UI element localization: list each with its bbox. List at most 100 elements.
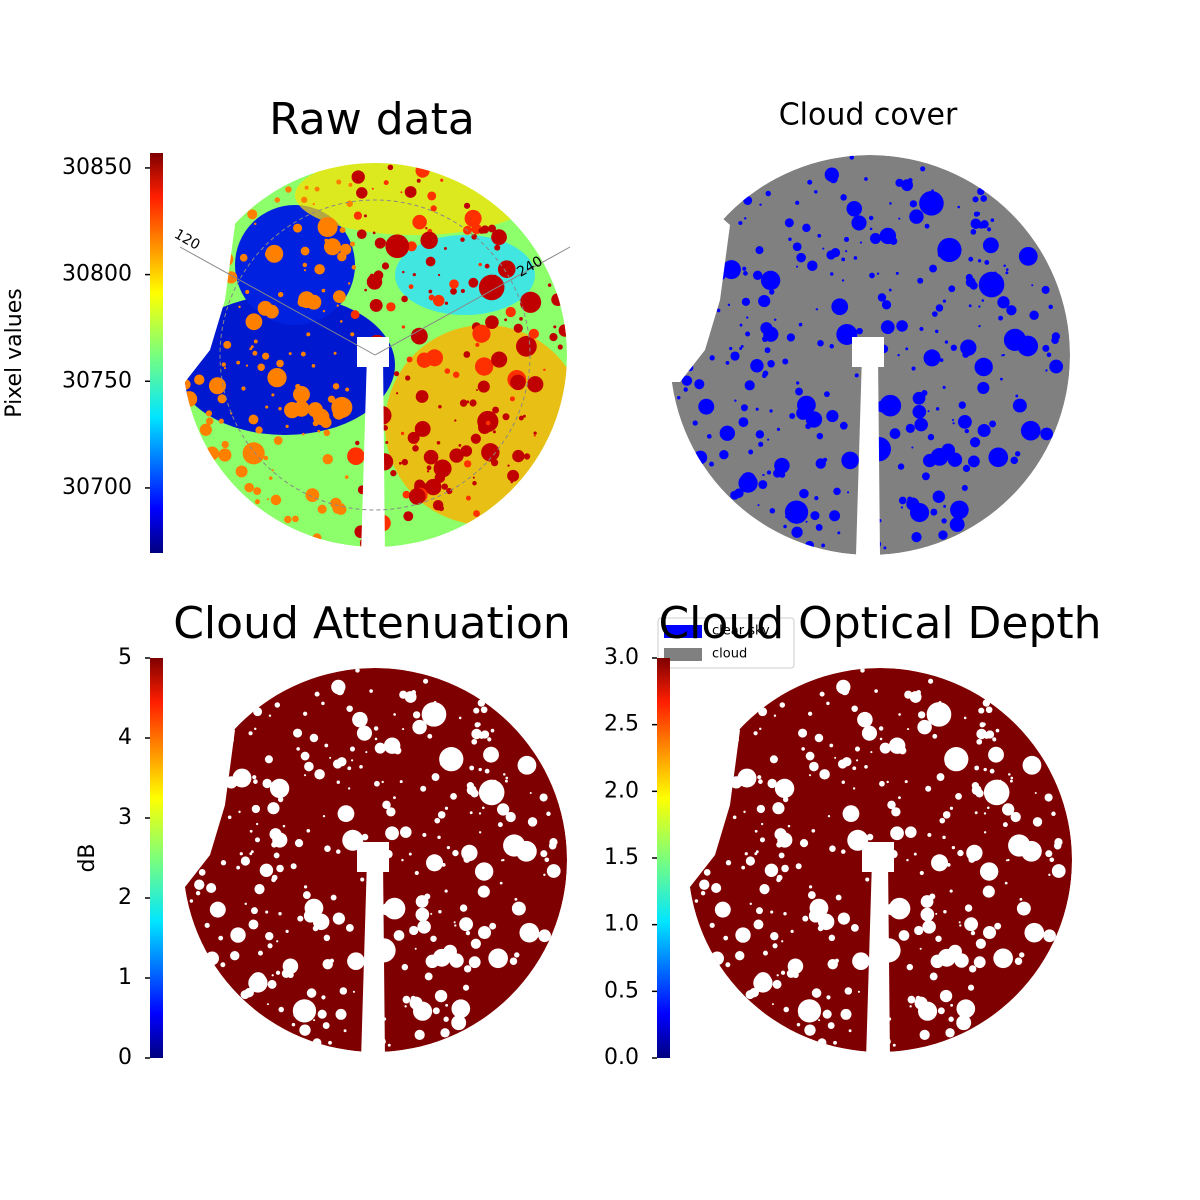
cloud-gap <box>930 508 938 516</box>
cloud-gap <box>288 352 292 356</box>
cloud-gap <box>285 186 292 193</box>
cloud-gap <box>464 460 472 468</box>
cloud-gap <box>814 496 819 501</box>
cloud-gap <box>352 990 356 993</box>
cloud-gap <box>505 306 516 318</box>
cloud-gap <box>987 806 990 810</box>
colorbar-tick-label: 5 <box>118 645 132 670</box>
cloud-gap <box>436 441 441 445</box>
cloud-gap <box>381 780 384 784</box>
cloud-gap <box>320 416 332 429</box>
cloud-gap <box>254 884 265 895</box>
colorbar-tick-label: 3.0 <box>604 645 639 670</box>
cloud-gap <box>841 849 846 854</box>
cloud-gap <box>758 707 768 717</box>
cloud-gap <box>475 388 478 391</box>
cloud-gap <box>274 197 281 203</box>
cloud-gap <box>798 322 803 327</box>
cloud-gap <box>313 1019 316 1022</box>
cloud-gap <box>974 811 978 815</box>
cloud-gap <box>1003 264 1006 268</box>
cloud-gap <box>917 277 924 284</box>
cloud-gap <box>725 860 732 866</box>
cloud-gap <box>967 984 975 991</box>
cloud-gap <box>919 870 924 876</box>
cloud-gap <box>399 780 403 784</box>
cloud-gap <box>373 726 379 731</box>
cloud-gap <box>988 746 1004 763</box>
cloud-gap <box>906 858 909 862</box>
cloud-gap <box>404 511 408 515</box>
cloud-gap <box>744 852 748 856</box>
cloud-gap <box>495 291 500 296</box>
cloud-gap <box>935 407 940 411</box>
cloud-gap <box>356 187 368 199</box>
cloud-gap <box>709 461 715 467</box>
cloud-gap <box>244 902 247 906</box>
cloud-gap <box>767 438 770 441</box>
cloud-gap <box>252 350 258 356</box>
cloud-gap <box>725 962 731 968</box>
cloud-gap <box>314 186 320 192</box>
cloud-gap <box>993 948 1013 969</box>
cloud-gap <box>741 865 746 870</box>
cloud-gap <box>931 854 949 872</box>
cloud-gap <box>783 1006 789 1013</box>
cloud-gap <box>387 164 394 171</box>
cloud-gap <box>426 854 444 872</box>
cloud-gap <box>268 714 272 717</box>
cloud-gap <box>1021 840 1042 862</box>
cloud-gap <box>250 972 266 988</box>
cloud-gap <box>444 301 449 305</box>
cloud-gap <box>347 787 351 790</box>
cloud-gap <box>929 264 937 273</box>
cloud-gap <box>850 923 859 932</box>
cloud-gap <box>473 510 480 517</box>
cloud-gap <box>772 943 778 949</box>
cloud-gap <box>276 359 284 368</box>
colorbar-label: dB <box>75 843 100 872</box>
cloud-gap <box>503 773 506 776</box>
cloud-gap <box>474 722 480 728</box>
cloud-gap <box>797 999 822 1023</box>
cloud-gap <box>805 411 823 428</box>
cloud-gap <box>787 824 791 828</box>
cloud-gap <box>925 785 932 792</box>
cloud-gap <box>293 728 303 738</box>
cloud-gap <box>543 873 546 877</box>
cloud-gap <box>808 774 812 777</box>
cloud-gap <box>514 952 520 958</box>
cloud-gap <box>856 759 859 762</box>
cloud-gap <box>774 778 795 799</box>
cloud-gap <box>235 465 248 478</box>
cloud-gap <box>864 177 868 181</box>
cloud-gap <box>698 398 715 415</box>
cloud-gap <box>195 890 201 896</box>
colorbar-tick-label: 30800 <box>62 262 132 287</box>
cloud-gap <box>756 804 766 814</box>
cloud-gap <box>267 802 280 815</box>
cloud-gap <box>274 702 281 708</box>
cloud-gap <box>249 852 253 856</box>
cloud-gap <box>449 279 459 289</box>
cloud-gap <box>346 705 353 712</box>
cloud-gap <box>818 1019 821 1022</box>
cloud-gap <box>433 294 445 307</box>
cloud-gap <box>909 200 918 208</box>
cloud-gap <box>449 953 464 968</box>
cloud-gap <box>762 336 768 343</box>
cloud-gap <box>1034 792 1037 795</box>
cloud-gap <box>259 863 274 878</box>
cloud-gap <box>919 1029 930 1040</box>
cloud-gap <box>711 882 722 894</box>
cloud-gap <box>1024 922 1045 943</box>
cloud-gap <box>740 472 757 488</box>
cloud-gap <box>276 864 284 873</box>
cloud-gap <box>322 814 326 818</box>
cloud-gap <box>452 849 459 857</box>
cloud-gap <box>306 332 311 337</box>
cloud-gap <box>932 311 938 317</box>
cloud-gap <box>841 257 846 262</box>
cloud-gap <box>345 923 354 932</box>
cloud-gap <box>822 247 825 250</box>
